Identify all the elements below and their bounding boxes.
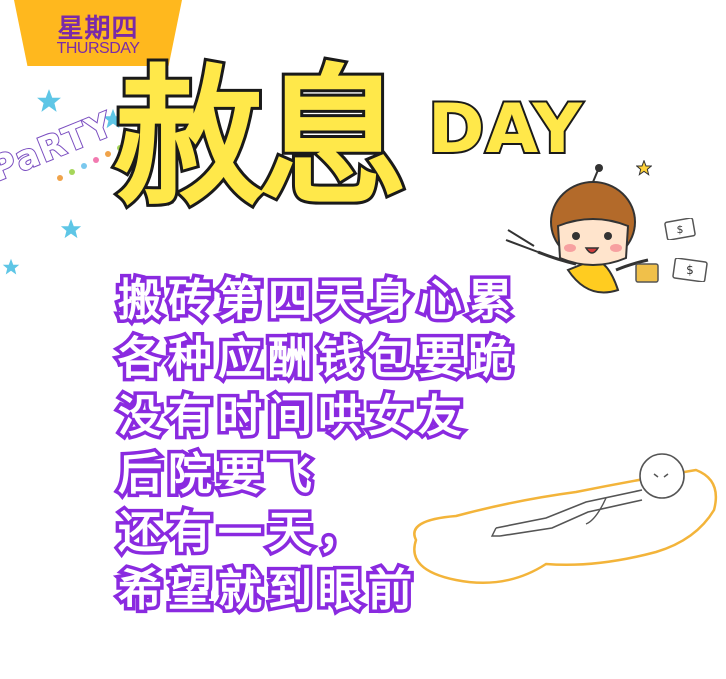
weekday-badge: 星期四 THURSDAY	[14, 0, 182, 66]
headline-day: DAY	[426, 90, 584, 169]
star-icon	[60, 218, 82, 239]
flying-money-icon: $	[672, 258, 708, 282]
flying-money-icon	[635, 263, 659, 283]
svg-text:$: $	[686, 263, 694, 277]
poem-block: 搬砖第四天身心累 各种应酬钱包要跪 没有时间哄女友 后院要飞 还有一天， 希望就…	[115, 272, 518, 620]
poem-line: 还有一天，	[115, 504, 368, 562]
poem-line: 希望就到眼前	[115, 562, 418, 620]
star-icon	[2, 258, 20, 275]
confetti-dots	[57, 145, 123, 181]
weekday-en-label: THURSDAY	[56, 40, 140, 57]
cheering-girl-illustration	[505, 164, 649, 294]
poem-line: 搬砖第四天身心累	[115, 272, 518, 330]
star-icon	[102, 108, 124, 129]
poem-line: 没有时间哄女友	[115, 388, 468, 446]
star-icon	[636, 160, 652, 176]
poem-line: 各种应酬钱包要跪	[115, 330, 518, 388]
star-icon	[37, 89, 61, 112]
flying-money-icon: $	[664, 218, 696, 240]
svg-text:$: $	[677, 223, 684, 236]
poem-line: 后院要飞	[115, 446, 318, 504]
headline-main: 赦息	[111, 52, 411, 226]
exhausted-figure-illustration	[413, 453, 718, 585]
weekday-cn-label: 星期四	[57, 14, 139, 44]
